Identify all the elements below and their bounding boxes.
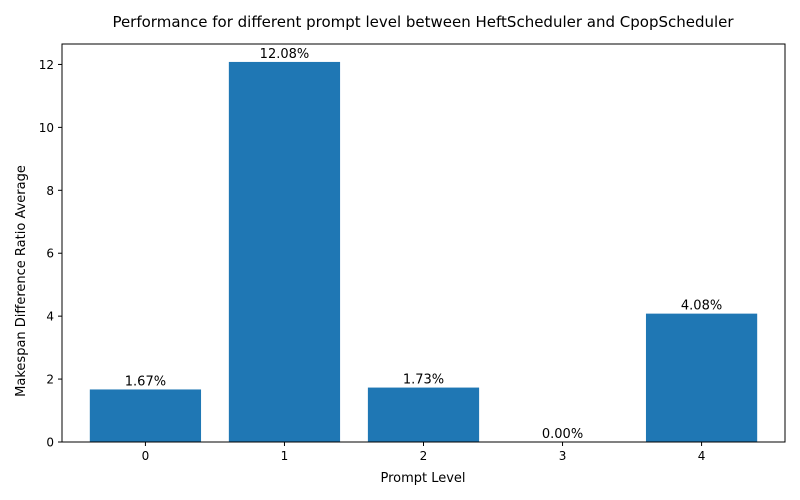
data-label-1: 12.08% xyxy=(260,47,310,62)
y-tick-label: 4 xyxy=(46,310,54,324)
y-tick-label: 0 xyxy=(46,436,54,450)
bar-1 xyxy=(228,61,341,443)
y-tick-label: 2 xyxy=(46,373,54,387)
y-tick-label: 8 xyxy=(46,184,54,198)
x-tick-label: 1 xyxy=(281,449,289,463)
x-tick-label: 4 xyxy=(698,449,706,463)
data-label-2: 1.73% xyxy=(403,373,444,388)
x-axis: 0 1 2 3 4 xyxy=(142,442,706,463)
axes-frame xyxy=(61,43,786,443)
data-label-0: 1.67% xyxy=(125,374,166,389)
y-axis: 0 2 4 6 8 10 12 xyxy=(39,58,62,450)
y-tick-label: 6 xyxy=(46,247,54,261)
data-label-3: 0.00% xyxy=(542,427,583,442)
x-axis-label: Prompt Level xyxy=(380,471,465,486)
bar-labels-group: 1.67% 12.08% 1.73% 0.00% 4.08% xyxy=(125,47,722,442)
y-tick-label: 10 xyxy=(39,121,54,135)
plot-frame xyxy=(61,43,786,443)
data-label-4: 4.08% xyxy=(681,299,722,314)
bar-2 xyxy=(367,387,480,442)
chart-title: Performance for different prompt level b… xyxy=(112,13,734,31)
x-tick-label: 2 xyxy=(420,449,428,463)
bar-4 xyxy=(645,313,758,442)
bars-group xyxy=(89,61,758,443)
y-axis-label: Makespan Difference Ratio Average xyxy=(14,165,29,397)
y-tick-label: 12 xyxy=(39,58,54,72)
x-tick-label: 3 xyxy=(559,449,567,463)
bar-0 xyxy=(89,389,202,442)
x-tick-label: 0 xyxy=(142,449,150,463)
